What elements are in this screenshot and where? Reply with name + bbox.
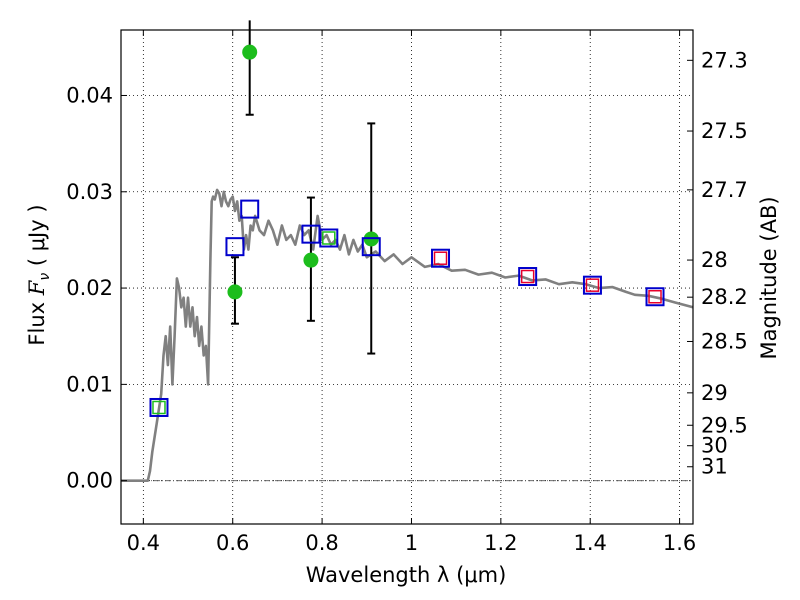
mag-tick-label: 28 xyxy=(701,248,728,272)
y-axis-label: Flux Fν ( μJy ) xyxy=(25,204,53,345)
model-photometry-square xyxy=(240,199,260,219)
y-axis-label-unit: ( μJy ) xyxy=(25,204,49,272)
model-photometry-square xyxy=(361,237,381,257)
y-axis-label-subscript: ν xyxy=(37,273,53,281)
observed-points-layer xyxy=(227,44,379,300)
model-spectrum-line xyxy=(121,188,694,482)
x-axis-label: Wavelength λ (μm) xyxy=(306,563,507,587)
plot-frame xyxy=(120,29,694,525)
photometry-inner-square xyxy=(648,289,662,304)
mag-tick-label: 27.5 xyxy=(701,119,748,143)
mag-tick-label: 30 xyxy=(701,434,728,458)
y-tick-label: 0.02 xyxy=(66,276,113,300)
grid-lines xyxy=(121,30,693,524)
photometry-inner-square xyxy=(520,269,535,284)
photometry-inner-square xyxy=(152,400,166,415)
y-tick-label: 0.00 xyxy=(66,469,113,493)
mag-tick-label: 29.5 xyxy=(701,413,748,437)
x-tick-label: 0.6 xyxy=(216,531,249,555)
observed-point xyxy=(227,284,243,300)
x-tick-label: 0.8 xyxy=(305,531,338,555)
y-axis-label-prefix: Flux xyxy=(25,295,49,345)
mag-tick-label: 27.3 xyxy=(701,48,748,72)
model-photometry-square xyxy=(518,267,538,287)
x-tick-label: 1.2 xyxy=(484,531,517,555)
mag-tick-label: 28.5 xyxy=(701,329,748,353)
model-spectrum-layer xyxy=(121,188,694,482)
photometry-inner-square xyxy=(322,231,336,245)
model-photometry-layer xyxy=(149,199,665,417)
model-photometry-square xyxy=(582,275,602,295)
mag-tick-label: 27.7 xyxy=(701,178,748,202)
error-bars-layer xyxy=(230,20,376,355)
x-tick-label: 1 xyxy=(405,531,418,555)
y-tick-label: 0.04 xyxy=(66,83,113,107)
observed-point xyxy=(242,44,258,60)
mag-tick-label: 29 xyxy=(701,381,728,405)
model-photometry-square xyxy=(645,287,665,307)
observed-point xyxy=(303,252,319,268)
x-tick-label: 1.4 xyxy=(574,531,607,555)
y-axis-label-symbol: F xyxy=(25,279,49,296)
photometry-inner-square xyxy=(585,278,600,292)
mag-tick-label: 28.2 xyxy=(701,285,748,309)
model-photometry-square xyxy=(431,248,451,268)
axis-ticks-layer: 0.4 0.6 0.8 1 1.2 1.4 1.6 0.00 0.01 0.02 0.03 0.04 2… xyxy=(66,30,748,555)
mag-tick-label: 31 xyxy=(701,455,728,479)
magnitude-axis-label: Magnitude (AB) xyxy=(757,196,781,359)
model-photometry-square xyxy=(225,237,245,257)
model-photometry-square xyxy=(319,228,339,248)
photometry-inner-square xyxy=(433,251,448,265)
model-photometry-square xyxy=(149,397,169,417)
x-tick-label: 1.6 xyxy=(663,531,696,555)
y-tick-label: 0.01 xyxy=(66,372,113,396)
x-tick-label: 0.4 xyxy=(127,531,160,555)
y-tick-label: 0.03 xyxy=(66,180,113,204)
